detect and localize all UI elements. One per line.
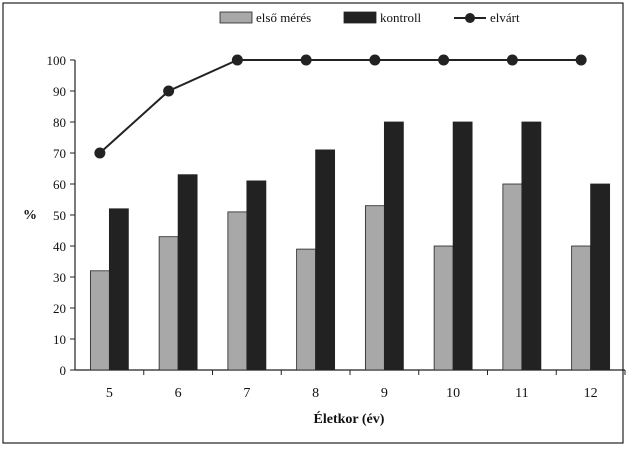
bar-control — [521, 121, 542, 371]
bar-first-measurement — [89, 270, 110, 371]
bar-control — [590, 183, 611, 371]
bar-control — [246, 180, 267, 371]
y-tick-label: 0 — [60, 363, 67, 378]
expected-line — [99, 59, 582, 154]
expected-point — [506, 54, 518, 66]
expected-point — [163, 85, 175, 97]
y-tick-label: 40 — [53, 239, 66, 254]
legend: első mérés kontroll elvárt — [219, 10, 520, 25]
expected-point — [575, 54, 587, 66]
bar-control — [177, 174, 198, 371]
bar-first-measurement — [433, 245, 454, 371]
x-tick-label: 9 — [381, 386, 388, 401]
bar-first-measurement — [158, 236, 179, 371]
bar-control — [315, 149, 336, 371]
x-tick-label: 10 — [446, 386, 460, 401]
x-tick-label: 5 — [106, 386, 113, 401]
bar-first-measurement — [296, 248, 317, 371]
y-tick-label: 100 — [47, 53, 67, 68]
plot-area: 0 10 20 30 40 50 60 70 80 90 100 5 6 7 8 9 10 11 12 — [47, 53, 626, 401]
x-tick-label: 7 — [243, 386, 250, 401]
x-tick-label: 6 — [175, 386, 182, 401]
expected-point — [94, 147, 106, 159]
legend-label: elvárt — [490, 10, 520, 25]
y-tick-label: 10 — [53, 332, 66, 347]
bar-first-measurement — [364, 205, 385, 371]
y-tick-label: 70 — [53, 146, 66, 161]
legend-label: első mérés — [256, 10, 311, 25]
y-tick-label: 50 — [53, 208, 66, 223]
bar-control — [452, 121, 473, 371]
x-tick-label: 12 — [584, 386, 598, 401]
y-tick-label: 60 — [53, 177, 66, 192]
y-tick-label: 20 — [53, 301, 66, 316]
bar-first-measurement — [502, 183, 523, 371]
y-tick-label: 90 — [53, 84, 66, 99]
legend-swatch-expected-marker — [465, 13, 475, 23]
x-tick-label: 11 — [515, 386, 528, 401]
expected-point — [300, 54, 312, 66]
y-axis-label: % — [23, 208, 37, 223]
expected-point — [231, 54, 243, 66]
bar-first-measurement — [227, 211, 248, 371]
x-tick-label: 8 — [312, 386, 319, 401]
legend-swatch-first-measurement — [219, 11, 253, 24]
legend-label: kontroll — [380, 10, 422, 25]
y-tick-label: 30 — [53, 270, 66, 285]
y-tick-label: 80 — [53, 115, 66, 130]
expected-point — [438, 54, 450, 66]
legend-swatch-control — [343, 11, 377, 24]
bar-first-measurement — [571, 245, 592, 371]
bar-control — [108, 208, 129, 371]
expected-point — [369, 54, 381, 66]
bar-control — [383, 121, 404, 371]
chart-border — [2, 2, 624, 444]
x-axis-label: Életkor (év) — [314, 410, 385, 427]
